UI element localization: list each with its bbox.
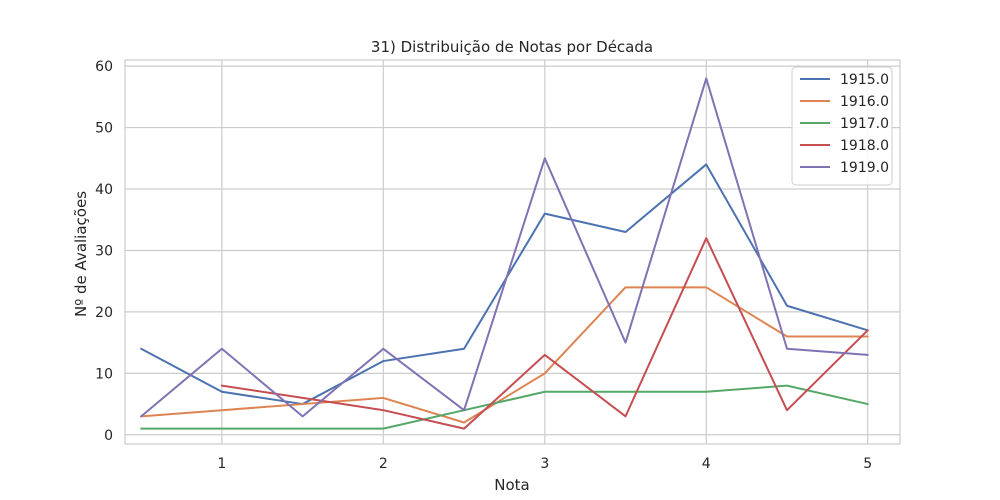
series-lines [140, 77, 869, 430]
y-axis-ticks: 0 10 20 30 40 50 60 [95, 59, 113, 444]
y-tick-label: 10 [95, 366, 113, 382]
x-tick-label: 1 [217, 456, 226, 472]
legend-label: 1917.0 [840, 116, 889, 132]
x-axis-ticks: 1 2 3 4 5 [217, 456, 872, 472]
x-tick-label: 2 [379, 456, 388, 472]
y-tick-label: 40 [95, 182, 113, 198]
legend: 1915.0 1916.0 1917.0 1918.0 1919.0 [791, 66, 893, 186]
chart-title: 31) Distribuição de Notas por Década [371, 38, 653, 56]
series-line-1916.0 [140, 286, 869, 424]
x-tick-label: 5 [863, 456, 872, 472]
series-line-1917.0 [140, 384, 869, 430]
x-axis-label: Nota [494, 476, 529, 494]
y-axis-label: Nº de Avaliações [72, 191, 90, 317]
legend-label: 1918.0 [840, 138, 889, 154]
y-tick-label: 0 [104, 428, 113, 444]
x-tick-label: 4 [702, 456, 711, 472]
legend-label: 1919.0 [840, 160, 889, 176]
legend-box [791, 66, 893, 186]
series-line-1918.0 [220, 237, 869, 430]
series-line-1919.0 [140, 77, 869, 418]
y-tick-label: 30 [95, 243, 113, 259]
x-tick-label: 3 [540, 456, 549, 472]
y-tick-label: 20 [95, 305, 113, 321]
y-tick-label: 60 [95, 59, 113, 75]
plot-frame [124, 59, 901, 445]
grid-lines [125, 60, 900, 444]
legend-label: 1915.0 [840, 72, 889, 88]
legend-label: 1916.0 [840, 94, 889, 110]
y-tick-label: 50 [95, 121, 113, 137]
